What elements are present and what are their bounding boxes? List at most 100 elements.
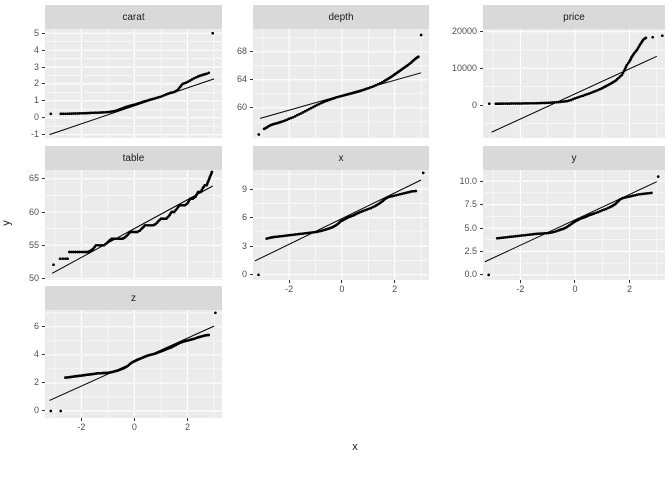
- data-point: [210, 170, 214, 174]
- data-point: [530, 101, 534, 105]
- data-point: [297, 232, 301, 236]
- x-tick-label: 2: [392, 284, 398, 294]
- data-point: [530, 233, 534, 236]
- facet-strip-table: table: [45, 146, 222, 170]
- data-point: [369, 206, 373, 210]
- y-tick-mark: [250, 217, 253, 219]
- data-point: [78, 250, 81, 254]
- facet-strip-title: x: [338, 152, 344, 164]
- panel-background: [45, 310, 222, 418]
- data-point: [59, 409, 63, 413]
- data-point: [64, 257, 67, 261]
- data-point: [81, 111, 85, 115]
- data-point: [378, 81, 382, 85]
- x-tick-mark: [341, 280, 343, 283]
- qq-reference-line: [484, 181, 658, 263]
- y-tick-label: 64: [236, 74, 247, 85]
- y-tick-mark: [480, 67, 483, 69]
- data-point: [604, 207, 608, 211]
- facet-strip-x: x: [253, 146, 429, 170]
- data-point: [200, 188, 204, 192]
- y-tick-label: 6: [241, 212, 247, 223]
- x-tick-label: 0: [131, 422, 137, 432]
- data-point: [309, 106, 313, 110]
- y-tick-mark: [42, 244, 45, 246]
- data-point: [526, 102, 530, 105]
- facet-panel-x: [253, 170, 429, 280]
- data-point: [589, 91, 593, 95]
- data-point: [501, 236, 505, 239]
- data-point: [542, 101, 546, 105]
- data-point: [651, 35, 655, 39]
- data-point: [207, 333, 211, 337]
- data-point: [627, 195, 631, 199]
- data-point: [190, 78, 194, 81]
- facet-strip-price: price: [483, 5, 665, 29]
- data-point: [66, 257, 69, 261]
- points-layer: [52, 170, 214, 267]
- data-point: [184, 81, 188, 84]
- x-tick-label: 2: [184, 422, 190, 432]
- facet-panel-price: [483, 29, 665, 138]
- data-point: [660, 34, 664, 38]
- data-point: [520, 234, 524, 237]
- data-point: [522, 233, 526, 237]
- y-tick-mark: [42, 100, 45, 102]
- data-point: [512, 235, 515, 238]
- data-point: [96, 243, 100, 247]
- data-point: [559, 100, 562, 104]
- data-point: [311, 231, 315, 234]
- data-point: [313, 230, 317, 234]
- y-tick-label: 50: [28, 273, 39, 284]
- data-point: [510, 235, 513, 239]
- y-tick-mark: [250, 245, 253, 247]
- y-tick-label: 55: [28, 239, 39, 250]
- data-point: [299, 112, 303, 115]
- data-point: [506, 235, 509, 239]
- y-tick-mark: [42, 66, 45, 68]
- data-point: [520, 102, 524, 105]
- data-point: [656, 175, 660, 178]
- data-point: [417, 55, 420, 59]
- data-point: [89, 111, 93, 115]
- data-point: [532, 101, 536, 105]
- data-point: [644, 36, 648, 40]
- data-point: [631, 194, 635, 198]
- data-point: [534, 101, 538, 105]
- data-point: [114, 237, 118, 241]
- x-tick-mark: [629, 280, 631, 283]
- y-tick-label: 65: [28, 173, 39, 184]
- qq-reference-line: [254, 179, 422, 262]
- data-point: [70, 250, 73, 254]
- data-point: [145, 223, 149, 227]
- data-point: [105, 110, 109, 114]
- y-tick-label: 10000: [451, 62, 477, 73]
- data-point: [536, 101, 540, 105]
- points-layer: [487, 175, 660, 277]
- data-point: [620, 73, 624, 77]
- data-point: [594, 89, 597, 93]
- data-point: [421, 171, 425, 175]
- data-point: [524, 233, 528, 237]
- data-point: [99, 111, 103, 114]
- facet-panel-carat: [45, 29, 222, 138]
- data-point: [85, 111, 89, 115]
- data-point: [518, 102, 522, 105]
- data-point: [205, 72, 208, 76]
- data-point: [487, 102, 491, 106]
- y-tick-label: 10.0: [459, 175, 477, 186]
- x-tick-label: 2: [627, 284, 633, 294]
- y-tick-label: 0: [471, 99, 477, 110]
- data-point: [131, 230, 134, 234]
- facet-panel-y: [483, 170, 665, 280]
- data-point: [76, 250, 79, 254]
- x-tick-mark: [519, 280, 521, 283]
- x-tick-mark: [288, 280, 290, 283]
- data-point: [211, 31, 215, 35]
- data-point: [419, 33, 423, 37]
- data-point: [518, 234, 522, 238]
- data-point: [58, 257, 62, 261]
- data-point: [528, 233, 532, 236]
- data-point: [499, 236, 503, 240]
- data-point: [625, 195, 629, 199]
